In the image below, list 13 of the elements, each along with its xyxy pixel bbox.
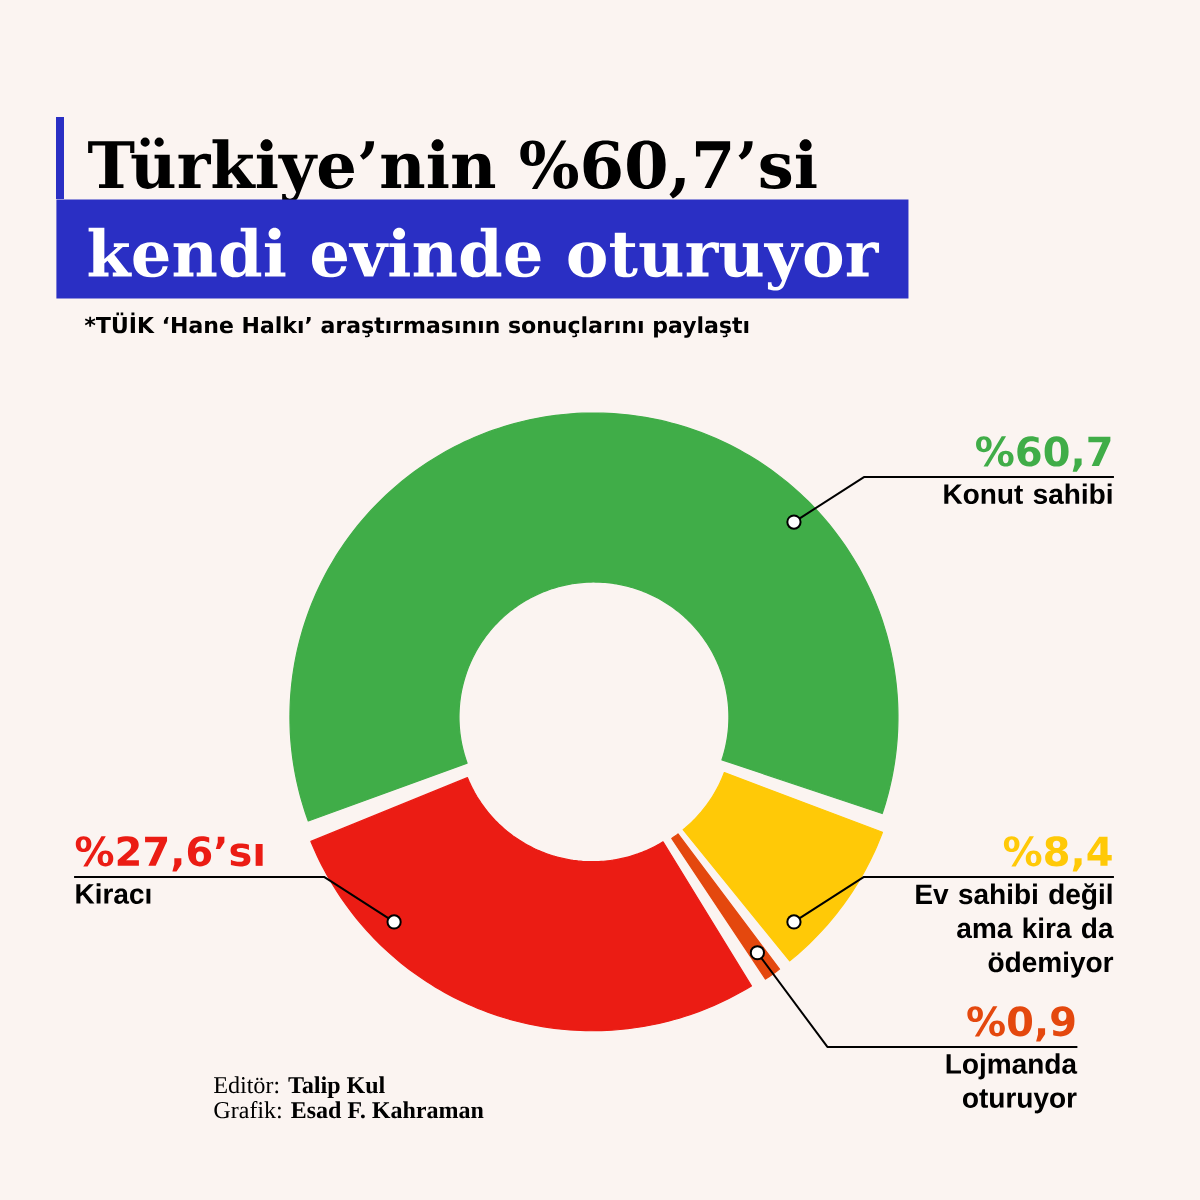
slice-label: Ev sahibi değil ama kira da ödemiyor [916, 883, 1114, 978]
chart-subtitle: kendi evinde oturuyor [88, 227, 880, 291]
data-label: %0,9 [967, 1006, 1075, 1042]
slice-label: Konut sahibi [944, 483, 1112, 505]
slice-label: Lojmanda oturuyor [946, 1053, 1078, 1114]
slice-label: Kiracı [76, 883, 151, 904]
text: Grafik: Esad F. Kahraman [214, 1101, 484, 1119]
data-label: %27,6’sı [75, 836, 263, 872]
data-label: %60,7 [976, 436, 1111, 472]
data-label: %8,4 [1003, 836, 1112, 872]
chart-title: Türkiye’nin %60,7’si [88, 137, 817, 203]
text: Editör: Talip Kul [214, 1076, 385, 1099]
text: *TÜİK ‘Hane Halkı’ araştırmasının sonuçlarını paylaştı [84, 312, 749, 338]
